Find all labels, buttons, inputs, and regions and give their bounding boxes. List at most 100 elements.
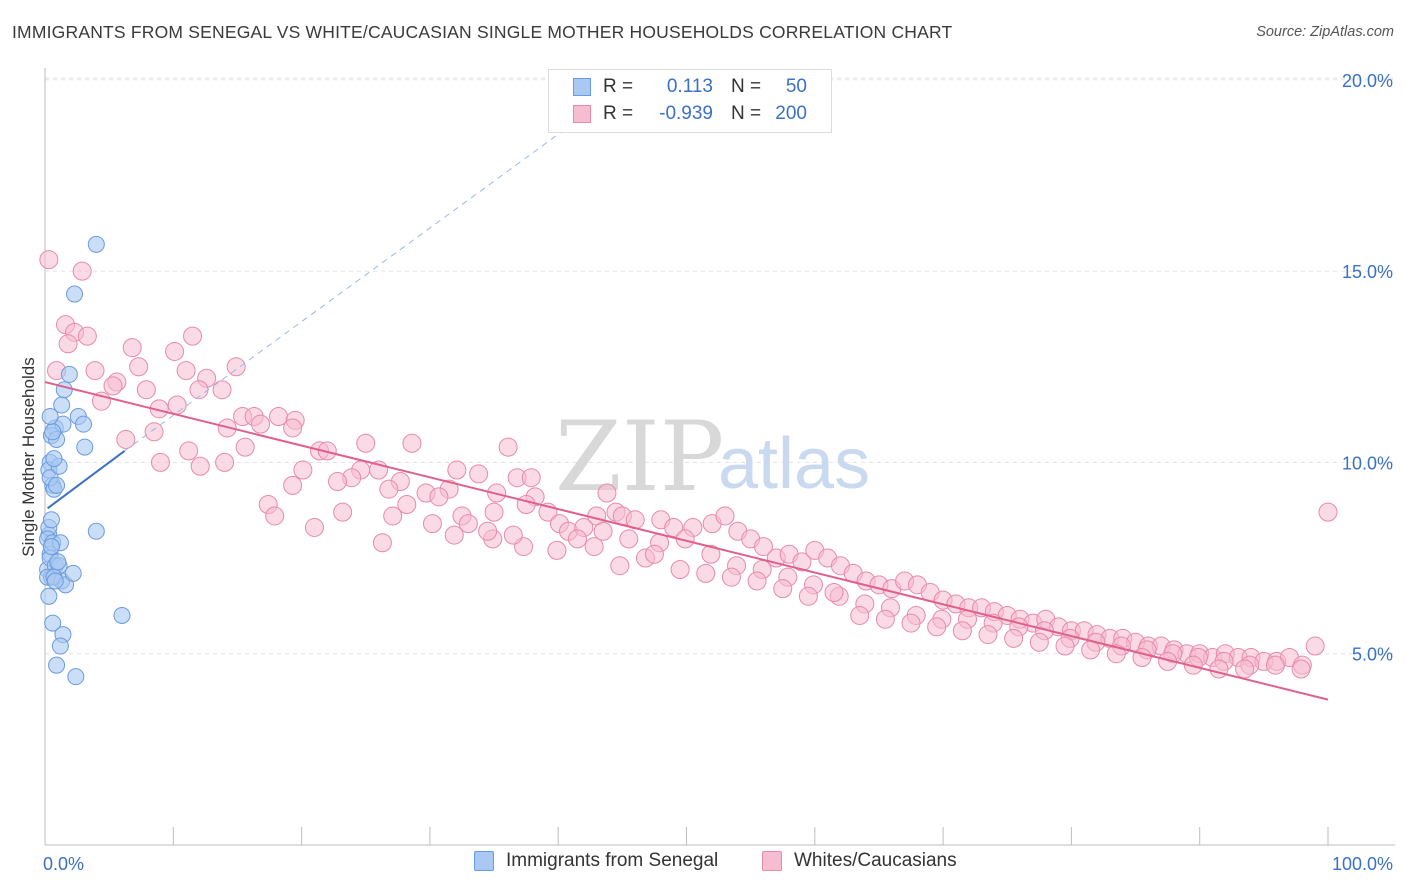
whites-point: [644, 544, 664, 564]
senegal-point: [42, 511, 60, 529]
legend-row-whites: R = -0.939 N = 200: [573, 101, 807, 127]
whites-point: [715, 506, 735, 526]
whites-point: [1183, 655, 1203, 675]
x-tick-label: 100.0%: [1332, 854, 1393, 874]
whites-point: [478, 521, 498, 541]
whites-point: [190, 456, 210, 476]
whites-point: [1055, 636, 1075, 656]
senegal-point: [87, 522, 105, 540]
senegal-point: [113, 606, 131, 624]
whites-point: [328, 472, 348, 492]
watermark-atlas: atlas: [718, 424, 870, 504]
whites-point: [701, 544, 721, 564]
senegal-point: [60, 365, 78, 383]
whites-point: [850, 605, 870, 625]
senegal-point: [40, 587, 58, 605]
whites-point: [521, 468, 541, 488]
whites-point: [593, 521, 613, 541]
whites-point: [293, 460, 313, 480]
whites-point: [1291, 659, 1311, 679]
whites-point: [516, 494, 536, 514]
whites-point: [179, 441, 199, 461]
source-credit: Source: ZipAtlas.com: [1256, 24, 1394, 40]
whites-point: [753, 537, 773, 557]
whites-point: [927, 617, 947, 637]
senegal-point: [64, 564, 82, 582]
whites-point: [397, 494, 417, 514]
whites-point: [165, 341, 185, 361]
whites-point: [150, 452, 170, 472]
legend-swatch-senegal: [573, 78, 591, 96]
whites-point: [547, 540, 567, 560]
whites-point: [1318, 502, 1338, 522]
whites-point: [85, 361, 105, 381]
whites-point: [183, 326, 203, 346]
y-axis-label: Single Mother Households: [19, 357, 38, 556]
legend-item-senegal[interactable]: Immigrants from Senegal: [474, 850, 718, 872]
legend-row-senegal: R = 0.113 N = 50: [573, 74, 807, 100]
whites-point: [333, 502, 353, 522]
trend-lines: [44, 87, 1329, 701]
whites-point: [792, 552, 812, 572]
whites-point: [379, 479, 399, 499]
legend-item-whites[interactable]: Whites/Caucasians: [762, 850, 957, 872]
senegal-trend-extension: [124, 87, 623, 452]
whites-point: [356, 433, 376, 453]
series-legend: Immigrants from Senegal Whites/Caucasian…: [0, 850, 1406, 880]
whites-point: [721, 567, 741, 587]
whites-point: [773, 579, 793, 599]
whites-point: [978, 625, 998, 645]
whites-point: [1081, 640, 1101, 660]
whites-point: [304, 517, 324, 537]
whites-point: [503, 525, 523, 545]
whites-point: [875, 609, 895, 629]
whites-point: [444, 525, 464, 545]
y-tick-label: 5.0%: [1352, 645, 1393, 665]
whites-point: [901, 613, 921, 633]
legend-swatch-whites: [762, 851, 782, 871]
whites-point: [458, 514, 478, 534]
legend-swatch-senegal: [474, 851, 494, 871]
y-tick-label: 10.0%: [1342, 453, 1393, 473]
senegal-point: [46, 572, 64, 590]
whites-point: [144, 422, 164, 442]
whites-point: [176, 361, 196, 381]
tick-labels: 5.0% 10.0% 15.0% 20.0% 0.0% 100.0%: [43, 71, 1393, 874]
senegal-point: [48, 656, 66, 674]
whites-point: [235, 437, 255, 457]
senegal-trend-line: [46, 450, 126, 510]
whites-point: [1004, 628, 1024, 648]
whites-point: [372, 533, 392, 553]
whites-point: [77, 326, 97, 346]
x-tick-label: 0.0%: [43, 854, 84, 874]
whites-point: [283, 475, 303, 495]
whites-point: [265, 506, 285, 526]
whites-point: [1029, 632, 1049, 652]
senegal-point: [45, 450, 63, 468]
whites-point: [670, 560, 690, 580]
whites-point: [122, 338, 142, 358]
senegal-point: [49, 553, 67, 571]
gridlines: [45, 77, 1395, 655]
whites-point: [39, 250, 59, 270]
y-tick-label: 15.0%: [1342, 262, 1393, 282]
chart-title: IMMIGRANTS FROM SENEGAL VS WHITE/CAUCASI…: [12, 22, 953, 42]
senegal-point: [44, 423, 62, 441]
senegal-point: [87, 235, 105, 253]
senegal-point: [44, 614, 62, 632]
whites-point: [584, 537, 604, 557]
senegal-point: [76, 438, 94, 456]
senegal-point: [42, 538, 60, 556]
senegal-point: [48, 476, 66, 494]
whites-point: [429, 487, 449, 507]
whites-point: [696, 563, 716, 583]
whites-point: [383, 506, 403, 526]
whites-point: [664, 517, 684, 537]
whites-point: [798, 586, 818, 606]
whites-point: [103, 376, 123, 396]
whites-point: [498, 437, 518, 457]
whites-point: [824, 582, 844, 602]
whites-point: [116, 429, 136, 449]
whites-point: [619, 529, 639, 549]
